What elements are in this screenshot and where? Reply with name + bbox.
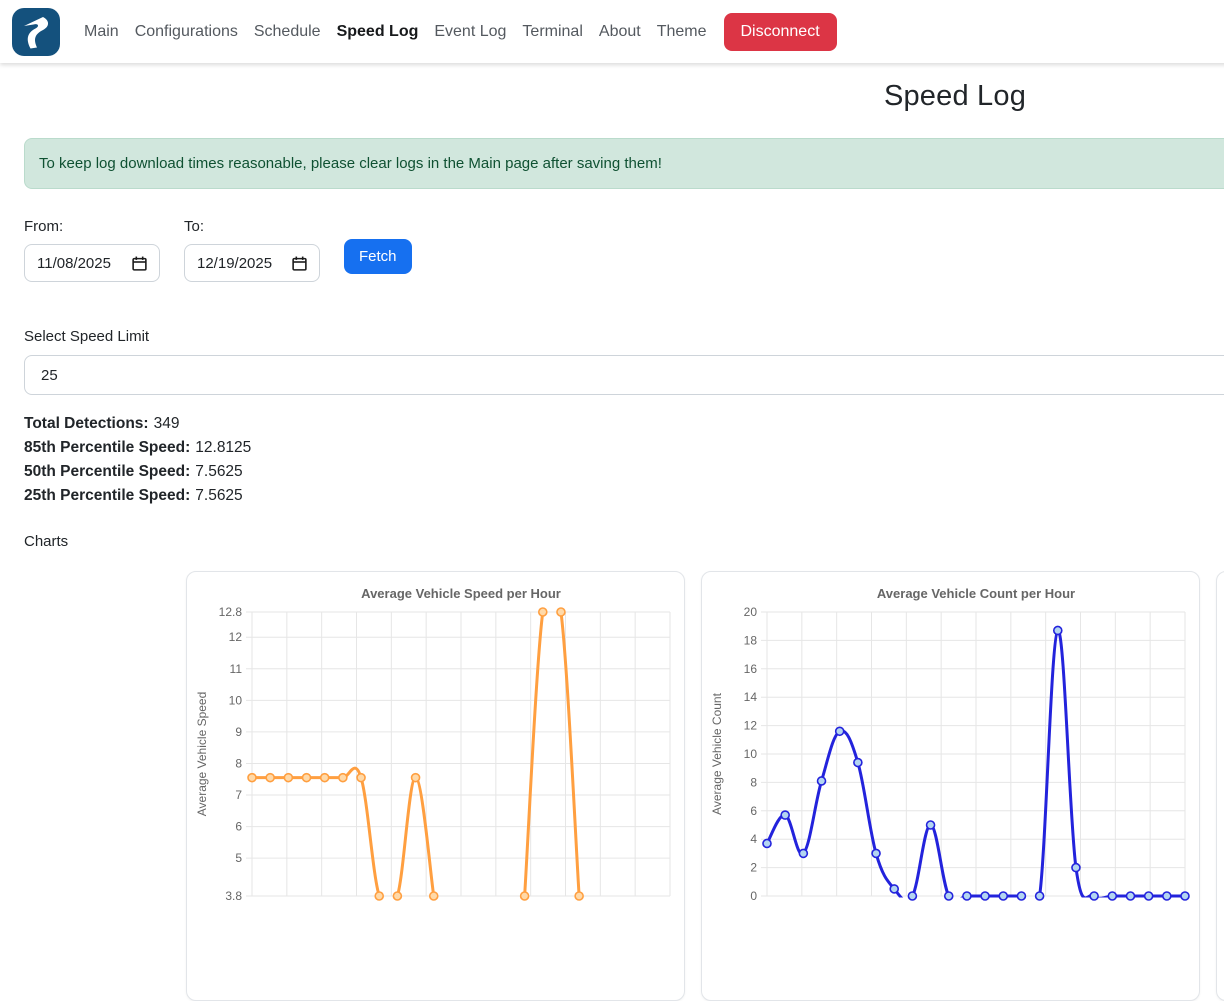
svg-text:18: 18 (744, 633, 758, 647)
svg-text:12.8: 12.8 (219, 605, 243, 619)
page-title: Speed Log (883, 80, 1027, 112)
svg-text:14: 14 (744, 690, 758, 704)
stats-block: Total Detections: 349 85th Percentile Spe… (24, 412, 1224, 508)
nav-item-schedule[interactable]: Schedule (253, 22, 321, 40)
svg-text:10: 10 (744, 747, 758, 761)
count-chart: 20 18 16 14 12 10 8 6 4 2 0 Average Vehicle Count p… (702, 572, 1199, 1000)
nav-item-event-log[interactable]: Event Log (434, 22, 507, 40)
nav-links: Main Configurations Schedule Speed Log E… (84, 23, 707, 41)
svg-text:6: 6 (750, 804, 757, 818)
nav-item-speed-log[interactable]: Speed Log (336, 22, 419, 40)
svg-text:2: 2 (750, 861, 757, 875)
from-label: From: (24, 218, 64, 235)
charts-section-label: Charts (24, 533, 69, 550)
svg-text:16: 16 (744, 662, 758, 676)
nav-item-configurations[interactable]: Configurations (134, 22, 238, 40)
fetch-button[interactable]: Fetch (344, 239, 412, 274)
svg-text:12: 12 (744, 719, 758, 733)
speed-limit-label: Select Speed Limit (24, 328, 150, 345)
speed-chart: 12.8 12 11 10 9 8 7 6 5 3.8 Average Vehicle Speed … (187, 572, 684, 1000)
winding-road-logo-icon[interactable] (12, 7, 60, 56)
nav-item-theme[interactable]: Theme (656, 22, 707, 40)
svg-text:0: 0 (750, 889, 757, 903)
info-alert: To keep log download times reasonable, p… (24, 138, 1224, 189)
nav-item-main[interactable]: Main (84, 22, 119, 40)
svg-text:12: 12 (229, 630, 243, 644)
nav-item-about[interactable]: About (598, 22, 641, 40)
date-filter-row: From: 11/08/2025 To: 12/19/2025 (24, 218, 1224, 282)
svg-text:9: 9 (235, 725, 242, 739)
svg-text:6: 6 (235, 820, 242, 834)
to-label: To: (184, 218, 205, 235)
calendar-icon[interactable] (132, 256, 147, 271)
calendar-icon[interactable] (292, 256, 307, 271)
third-chart-card (1216, 571, 1224, 1001)
stat-50th-percentile: 50th Percentile Speed: 7.5625 (24, 463, 243, 480)
to-date-input[interactable]: 12/19/2025 (184, 244, 320, 282)
speed-limit-select[interactable]: 25 (24, 355, 1224, 395)
from-date-value: 11/08/2025 (37, 254, 111, 272)
stat-total-detections: Total Detections: 349 (24, 415, 180, 432)
to-date-field: To: 12/19/2025 (184, 218, 320, 282)
charts-row: 12.8 12 11 10 9 8 7 6 5 3.8 Average Vehicle Speed … (186, 571, 1224, 1001)
svg-text:10: 10 (229, 693, 243, 707)
svg-text:Average Vehicle Count per Hour: Average Vehicle Count per Hour (877, 586, 1075, 601)
svg-text:Average Vehicle Count: Average Vehicle Count (710, 692, 724, 815)
svg-text:11: 11 (230, 662, 243, 676)
stat-85th-percentile: 85th Percentile Speed: 12.8125 (24, 439, 252, 456)
count-chart-card: 20 18 16 14 12 10 8 6 4 2 0 Average Vehicle Count p… (701, 571, 1200, 1001)
svg-text:20: 20 (744, 605, 758, 619)
stat-25th-percentile: 25th Percentile Speed: 7.5625 (24, 487, 243, 504)
from-date-input[interactable]: 11/08/2025 (24, 244, 160, 282)
svg-text:3.8: 3.8 (225, 889, 242, 903)
svg-text:8: 8 (235, 756, 242, 770)
info-alert-text: To keep log download times reasonable, p… (39, 155, 662, 172)
svg-text:4: 4 (750, 832, 757, 846)
nav-item-terminal[interactable]: Terminal (522, 22, 583, 40)
navbar: Main Configurations Schedule Speed Log E… (0, 0, 1224, 63)
disconnect-button[interactable]: Disconnect (723, 12, 837, 51)
speed-chart-card: 12.8 12 11 10 9 8 7 6 5 3.8 Average Vehicle Speed … (186, 571, 685, 1001)
svg-text:7: 7 (235, 788, 242, 802)
to-date-value: 12/19/2025 (197, 254, 273, 272)
svg-text:Average Vehicle Speed per Hour: Average Vehicle Speed per Hour (361, 586, 561, 601)
svg-text:5: 5 (235, 851, 242, 865)
svg-text:Average Vehicle Speed: Average Vehicle Speed (195, 692, 209, 817)
svg-text:8: 8 (750, 775, 757, 789)
from-date-field: From: 11/08/2025 (24, 218, 160, 282)
